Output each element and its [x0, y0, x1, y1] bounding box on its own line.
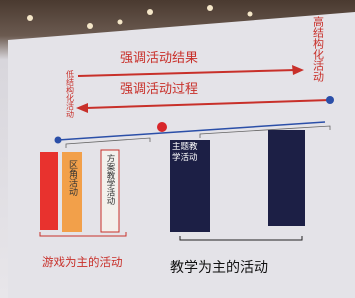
red-bar: [40, 152, 58, 230]
navy-box: [268, 130, 305, 226]
top-arrow-label: 强调活动结果: [120, 51, 198, 66]
box-label: 主题教学活动: [172, 142, 198, 164]
dot: [55, 137, 62, 144]
right-end-label: 高结构化活动: [312, 15, 325, 82]
group-label: 游戏为主的活动: [42, 255, 123, 269]
box-label-wrap: 主题教学活动: [172, 142, 208, 192]
bottom-arrow-label: 强调活动过程: [120, 82, 198, 97]
group-label: 教学为主的活动: [170, 260, 268, 276]
slide-photo: 低结构化活动 高结构化活动 强调活动结果 强调活动过程 区角活动 方案教学活动 …: [0, 0, 355, 298]
dot: [157, 122, 167, 132]
left-end-label: 低结构化活动: [66, 69, 75, 119]
box-label: 方案教学活动: [105, 153, 115, 206]
box-label: 区角活动: [67, 160, 78, 197]
dot: [326, 96, 334, 104]
